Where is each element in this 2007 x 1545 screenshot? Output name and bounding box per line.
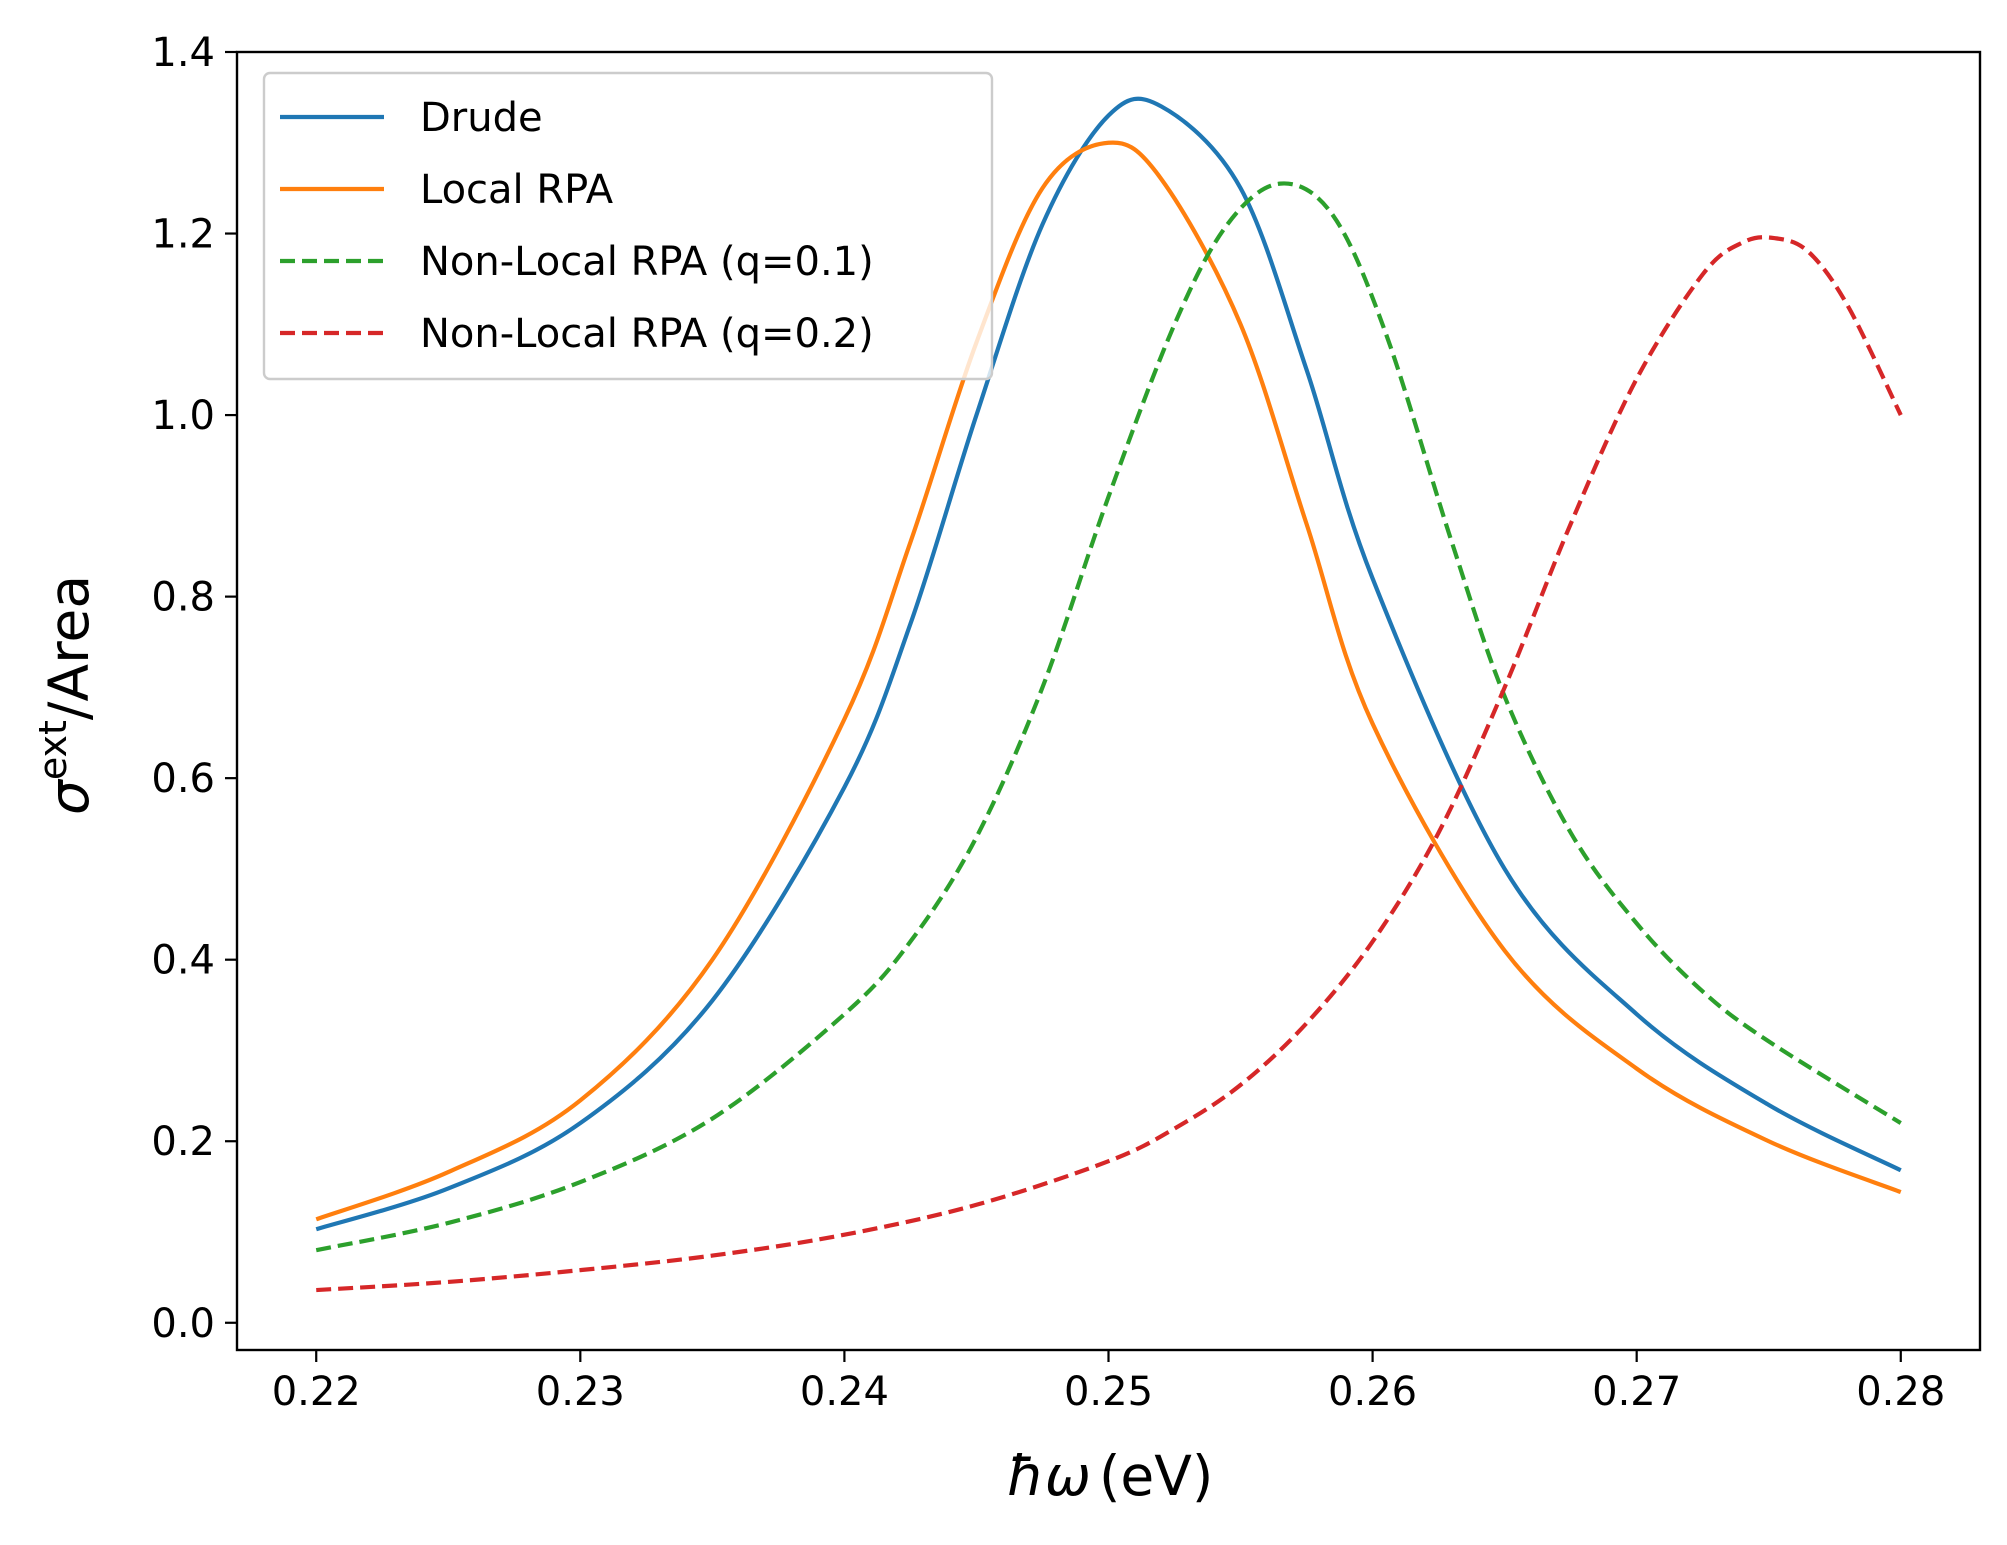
- legend-label-3: Non-Local RPA (q=0.1): [420, 239, 874, 285]
- x-axis-title-symbol: ħω: [1007, 1444, 1091, 1508]
- y-axis-title-rest: /Area: [37, 575, 101, 720]
- legend: Drude Local RPA Non-Local RPA (q=0.1) Non-L…: [262, 71, 994, 381]
- series-line-2: [315, 140, 1902, 1222]
- series-layer: [315, 96, 1903, 1293]
- y-tick-label: 1.0: [151, 393, 215, 439]
- legend-box: [262, 71, 994, 381]
- y-tick-label: 1.2: [151, 212, 215, 258]
- x-tick-label: 0.24: [800, 1369, 889, 1415]
- y-tick-label: 0.8: [151, 575, 215, 621]
- axes-layer: 0.22 0.23 0.24 0.25 0.26 0.27 0.28 0.0 0.2 0.4 0.6…: [151, 30, 1982, 1415]
- x-tick-label: 0.23: [536, 1369, 625, 1415]
- x-axis-title-unit: (eV): [1099, 1444, 1213, 1508]
- x-axis-title: ħω (eV): [1007, 1444, 1214, 1508]
- y-axis-title-superscript: ext: [31, 720, 75, 780]
- legend-label-4: Non-Local RPA (q=0.2): [420, 311, 874, 357]
- y-axis-title-symbol: σ: [37, 778, 101, 815]
- y-tick-label: 0.0: [151, 1301, 215, 1347]
- y-tick-label: 0.2: [151, 1119, 215, 1165]
- series-line-3: [315, 181, 1902, 1253]
- x-tick-label: 0.26: [1328, 1369, 1417, 1415]
- x-tick-label: 0.27: [1592, 1369, 1681, 1415]
- x-tick-label: 0.28: [1856, 1369, 1945, 1415]
- legend-label-2: Local RPA: [420, 167, 614, 213]
- y-axis-title: σext/Area: [31, 575, 101, 815]
- x-tick-label: 0.25: [1064, 1369, 1153, 1415]
- legend-label-1: Drude: [420, 95, 543, 141]
- y-tick-label: 0.6: [151, 756, 215, 802]
- y-tick-label: 0.4: [151, 938, 215, 984]
- series-line-4: [316, 235, 1903, 1293]
- x-tick-label: 0.22: [272, 1369, 361, 1415]
- y-tick-label: 1.4: [151, 30, 215, 76]
- series-line-1: [315, 96, 1902, 1232]
